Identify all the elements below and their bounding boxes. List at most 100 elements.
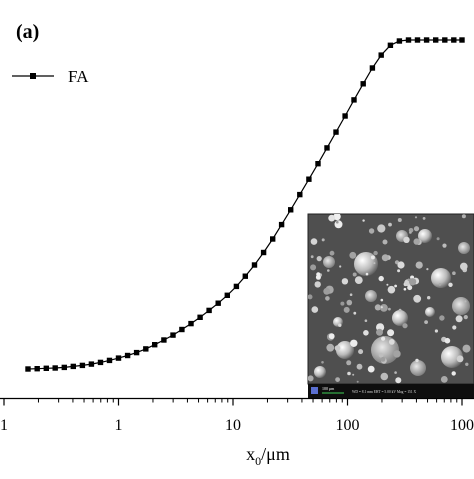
- data-point: [216, 301, 221, 306]
- sem-particle: [377, 224, 385, 232]
- sem-particle: [404, 288, 407, 291]
- sem-particle: [362, 219, 364, 221]
- data-point: [143, 346, 148, 351]
- sem-particle: [365, 290, 377, 302]
- sem-particle: [388, 286, 396, 294]
- x-ticks: 1 1 10 100 100: [0, 399, 474, 435]
- sem-info-text: WD = 8.1 mm EHT = 5.00 kV Mag = 151 X: [352, 390, 417, 394]
- data-point: [107, 358, 112, 363]
- sem-particle: [346, 360, 351, 365]
- data-point: [459, 37, 464, 42]
- sem-particle: [439, 315, 444, 320]
- data-point: [424, 37, 429, 42]
- sem-particle: [383, 240, 388, 245]
- sem-particle: [323, 288, 330, 295]
- sem-particle: [326, 344, 334, 352]
- data-point: [324, 145, 329, 150]
- sem-particle: [462, 214, 466, 218]
- data-point: [315, 161, 320, 166]
- sem-particle: [415, 216, 417, 218]
- sem-particle: [381, 299, 384, 302]
- sem-particle: [386, 284, 388, 286]
- sem-particle: [369, 228, 374, 233]
- sem-particle: [350, 340, 357, 347]
- sem-particle: [336, 221, 339, 224]
- sem-particle: [394, 285, 397, 288]
- data-point: [161, 337, 166, 342]
- sem-particle: [448, 283, 452, 287]
- sem-particle: [379, 276, 384, 281]
- sem-particle: [409, 231, 412, 234]
- sem-particle: [358, 349, 363, 354]
- data-point: [116, 355, 121, 360]
- sem-particle: [311, 238, 318, 245]
- sem-particle: [452, 371, 456, 375]
- sem-particle: [439, 283, 442, 286]
- sem-particle: [327, 269, 330, 272]
- sem-particle: [399, 309, 402, 312]
- sem-particle: [424, 320, 428, 324]
- data-point: [197, 315, 202, 320]
- sem-particle: [382, 254, 389, 261]
- data-point: [234, 284, 239, 289]
- data-point: [288, 207, 293, 212]
- sem-particle: [445, 338, 451, 344]
- data-point: [379, 52, 384, 57]
- x-tick-label: 100: [336, 417, 360, 434]
- sem-particle: [314, 366, 326, 378]
- sem-particle: [393, 350, 400, 357]
- sem-particle: [308, 294, 313, 299]
- sem-particle: [357, 381, 359, 383]
- sem-particle: [321, 361, 324, 364]
- x-tick-label: 1: [115, 417, 123, 434]
- x-tick-label: 100: [450, 417, 474, 434]
- sem-particle: [437, 237, 440, 240]
- data-point: [179, 327, 184, 332]
- data-point: [297, 192, 302, 197]
- data-point: [397, 38, 402, 43]
- sem-particle: [340, 302, 344, 306]
- legend: FA: [12, 67, 89, 86]
- legend-marker-fa: [30, 73, 36, 79]
- sem-particle: [323, 256, 335, 268]
- sem-particle: [397, 269, 400, 272]
- sem-particle: [338, 324, 341, 327]
- sem-particle: [347, 300, 353, 306]
- data-point: [333, 129, 338, 134]
- sem-particle: [316, 272, 320, 276]
- sem-particle: [402, 323, 407, 328]
- data-point: [134, 350, 139, 355]
- sem-particle: [464, 315, 468, 319]
- legend-label-fa: FA: [68, 67, 89, 86]
- sem-particle: [311, 255, 314, 258]
- sem-logo: [311, 387, 318, 394]
- data-point: [370, 65, 375, 70]
- sem-particle: [426, 268, 428, 270]
- x-tick-label: 1: [0, 417, 8, 434]
- data-point: [243, 274, 248, 279]
- sem-particle: [353, 273, 357, 277]
- data-point: [388, 43, 393, 48]
- data-point: [80, 363, 85, 368]
- data-point: [152, 342, 157, 347]
- sem-particle: [409, 278, 416, 285]
- data-point: [35, 366, 40, 371]
- sem-particle: [335, 220, 343, 228]
- sem-particle: [452, 271, 456, 275]
- sem-particle: [350, 293, 353, 296]
- sem-particle: [330, 251, 335, 256]
- sem-particle: [363, 330, 369, 336]
- sem-particle: [376, 329, 383, 336]
- sem-particle: [413, 295, 421, 303]
- sem-particle: [366, 273, 369, 276]
- data-point: [98, 360, 103, 365]
- x-tick-label: 10: [225, 417, 241, 434]
- sem-particle: [312, 306, 319, 313]
- sem-particle: [381, 306, 383, 308]
- sem-particle: [352, 374, 354, 376]
- sem-particle: [465, 363, 468, 366]
- sem-particle: [403, 237, 409, 243]
- data-point: [125, 353, 130, 358]
- sem-particle: [397, 261, 404, 268]
